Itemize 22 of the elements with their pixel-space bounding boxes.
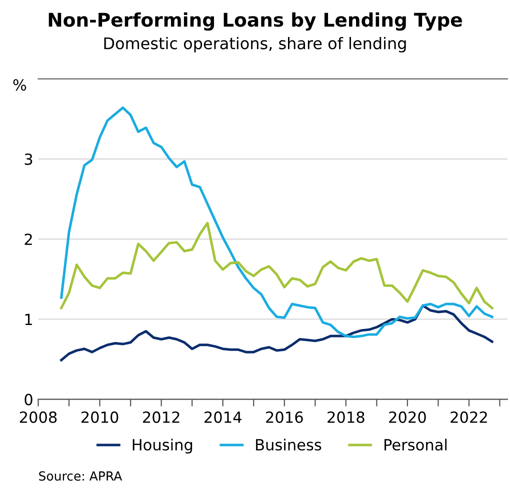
x-tick-label: 2020 xyxy=(389,411,426,423)
chart-subtitle: Domestic operations, share of lending xyxy=(104,36,406,52)
y-tick-label: 3 xyxy=(24,153,32,166)
legend-label: Housing xyxy=(132,438,192,454)
chart-title: Non-Performing Loans by Lending Type xyxy=(48,12,462,31)
x-tick-label: 2012 xyxy=(142,411,180,423)
y-tick-label: 0 xyxy=(24,394,32,406)
line-series xyxy=(60,222,494,310)
source-note: Source: APRA xyxy=(39,471,122,481)
line-series xyxy=(60,106,494,338)
x-tick-label: 2008 xyxy=(20,411,57,423)
legend-label: Business xyxy=(256,438,322,451)
legend-label: Personal xyxy=(384,438,447,451)
y-axis-title: % xyxy=(13,79,26,91)
x-tick-label: 2018 xyxy=(328,411,364,423)
y-tick-label: 2 xyxy=(24,234,32,245)
x-tick-label: 2016 xyxy=(266,411,303,423)
x-tick-label: 2022 xyxy=(450,411,487,423)
x-tick-label: 2010 xyxy=(81,411,118,423)
line-series xyxy=(60,304,494,362)
y-tick-label: 1 xyxy=(25,314,32,326)
x-tick-label: 2014 xyxy=(204,411,242,423)
